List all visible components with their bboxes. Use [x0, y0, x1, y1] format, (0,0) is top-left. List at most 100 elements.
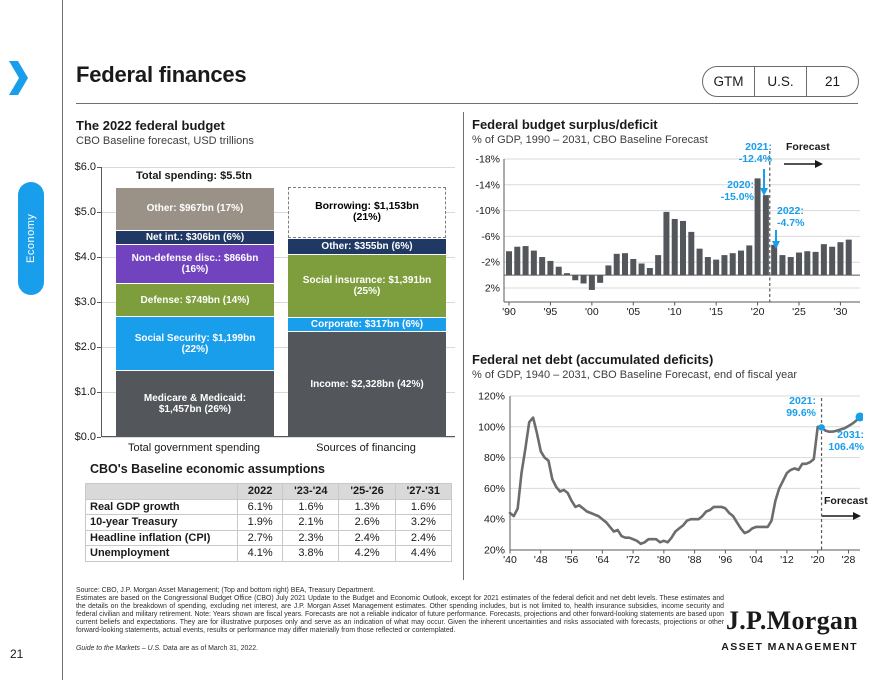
y-axis-label: $4.0 [74, 251, 96, 263]
svg-text:60%: 60% [484, 483, 505, 495]
svg-text:'40: '40 [503, 554, 517, 566]
value-cell: 2.3% [282, 529, 340, 546]
deficit-2022-callout: 2022: -4.7% [777, 205, 805, 229]
deficit-bar [597, 275, 604, 283]
deficit-bar [829, 246, 836, 276]
total-spending-label: Total spending: $5.5tn [136, 170, 252, 182]
segment-label: Other: $355bn (6%) [321, 241, 413, 253]
gridline [102, 347, 455, 348]
svg-text:-14%: -14% [475, 179, 500, 191]
deficit-bar [580, 275, 587, 284]
svg-text:'20: '20 [751, 306, 765, 318]
budget-segment: Borrowing: $1,153bn (21%) [288, 186, 446, 239]
svg-text:'28: '28 [842, 554, 856, 566]
y-axis-label: $3.0 [74, 296, 96, 308]
svg-text:'88: '88 [688, 554, 702, 566]
deficit-forecast-label: Forecast [786, 141, 830, 153]
svg-text:'05: '05 [626, 306, 640, 318]
value-cell: 2.6% [338, 514, 396, 531]
budget-segment: Income: $2,328bn (42%) [288, 331, 446, 436]
y-axis-tick [97, 302, 101, 303]
budget-segment: Social insurance: $1,391bn (25%) [288, 254, 446, 317]
svg-text:-10%: -10% [475, 205, 500, 217]
segment-label: Corporate: $317bn (6%) [310, 319, 424, 331]
value-cell: 6.1% [236, 498, 284, 515]
y-axis-label: $2.0 [74, 341, 96, 353]
debt-line-chart: 120% 100% 80% 60% 40% 20%'40 '48 '56 '64 '72 '80 '8… [478, 391, 863, 566]
segment-label: Income: $2,328bn (42%) [310, 378, 424, 390]
deficit-bar [762, 195, 769, 276]
value-cell: 1.9% [236, 514, 284, 531]
segment-label: Net int.: $306bn (6%) [145, 231, 245, 243]
svg-text:'04: '04 [749, 554, 763, 566]
svg-text:40%: 40% [484, 514, 505, 526]
debt-2021-callout: 2021: 99.6% [786, 395, 816, 419]
table-header-cell [85, 483, 238, 500]
segment-label: Borrowing: $1,153bn (21%) [315, 200, 419, 224]
table-header-cell: 2022 [236, 483, 284, 500]
deficit-bar [663, 211, 670, 276]
gridline [102, 392, 455, 393]
budget-segment: Non-defense disc.: $866bn (16%) [116, 243, 274, 283]
budget-chart: Medicare & Medicaid: $1,457bn (26%) Socia… [101, 167, 455, 438]
page-title: Federal finances [76, 62, 247, 87]
y-axis-tick [97, 212, 101, 213]
debt-forecast-label: Forecast [824, 495, 868, 507]
budget-segment: Net int.: $306bn (6%) [116, 230, 274, 244]
gtm-tab-group: GTM U.S. 21 [702, 66, 859, 97]
down-arrow-icon [760, 169, 768, 196]
y-axis-tick [97, 392, 101, 393]
deficit-bar [572, 275, 579, 281]
svg-text:-2%: -2% [481, 257, 500, 269]
tab-region[interactable]: U.S. [754, 67, 806, 96]
deficit-bar [622, 253, 629, 276]
deficit-2020-callout: 2020: -15.0% [720, 179, 754, 203]
gridline [102, 167, 455, 168]
svg-text:'48: '48 [534, 554, 548, 566]
row-label: Real GDP growth [85, 498, 238, 515]
column-divider [463, 112, 464, 580]
svg-text:'20: '20 [811, 554, 825, 566]
tab-page-number[interactable]: 21 [806, 67, 858, 96]
value-cell: 4.1% [236, 545, 284, 562]
header-divider [76, 103, 858, 104]
svg-text:'95: '95 [544, 306, 558, 318]
table-header-cell: '27-'31 [394, 483, 453, 500]
y-axis-tick [97, 167, 101, 168]
deficit-bar-chart: -18% -14% -10% -6% -2% 2%'90 '95 '00 '05 '10 '15 '2… [475, 151, 860, 318]
table-header-cell: '25-'26 [338, 483, 396, 500]
tab-gtm[interactable]: GTM [713, 74, 744, 89]
gridline [102, 437, 455, 438]
deficit-bar [779, 255, 786, 276]
svg-text:80%: 80% [484, 452, 505, 464]
down-arrow-icon [772, 230, 780, 249]
value-cell: 1.6% [394, 498, 453, 515]
debt-chart-subtitle: % of GDP, 1940 – 2031, CBO Baseline Fore… [472, 369, 798, 381]
deficit-bar [638, 263, 645, 276]
deficit-bar [630, 258, 637, 276]
y-axis-label: $0.0 [74, 431, 96, 443]
y-axis-label: $1.0 [74, 386, 96, 398]
value-cell: 2.4% [394, 529, 453, 546]
segment-label: Medicare & Medicaid: $1,457bn (26%) [143, 392, 247, 415]
table-row: 10-year Treasury 1.9% 2.1% 2.6% 3.2% [85, 514, 453, 531]
svg-text:-6%: -6% [481, 231, 500, 243]
deficit-bar [804, 251, 811, 276]
budget-category-spending: Total government spending [127, 442, 261, 454]
svg-text:'56: '56 [565, 554, 579, 566]
budget-chart-title: The 2022 federal budget [76, 118, 225, 133]
budget-segment: Other: $355bn (6%) [288, 238, 446, 255]
budget-segment: Defense: $749bn (14%) [116, 282, 274, 317]
svg-text:'72: '72 [626, 554, 640, 566]
deficit-bar [721, 255, 728, 276]
right-arrow-icon [822, 512, 861, 520]
deficit-bar [820, 244, 827, 276]
deficit-bar [613, 253, 620, 276]
sidebar-item-economy[interactable]: Economy [18, 182, 44, 295]
deficit-bar [530, 250, 537, 276]
deficit-bar [646, 268, 653, 276]
deficit-bar [671, 218, 678, 276]
value-cell: 2.4% [338, 529, 396, 546]
svg-text:100%: 100% [478, 421, 505, 433]
